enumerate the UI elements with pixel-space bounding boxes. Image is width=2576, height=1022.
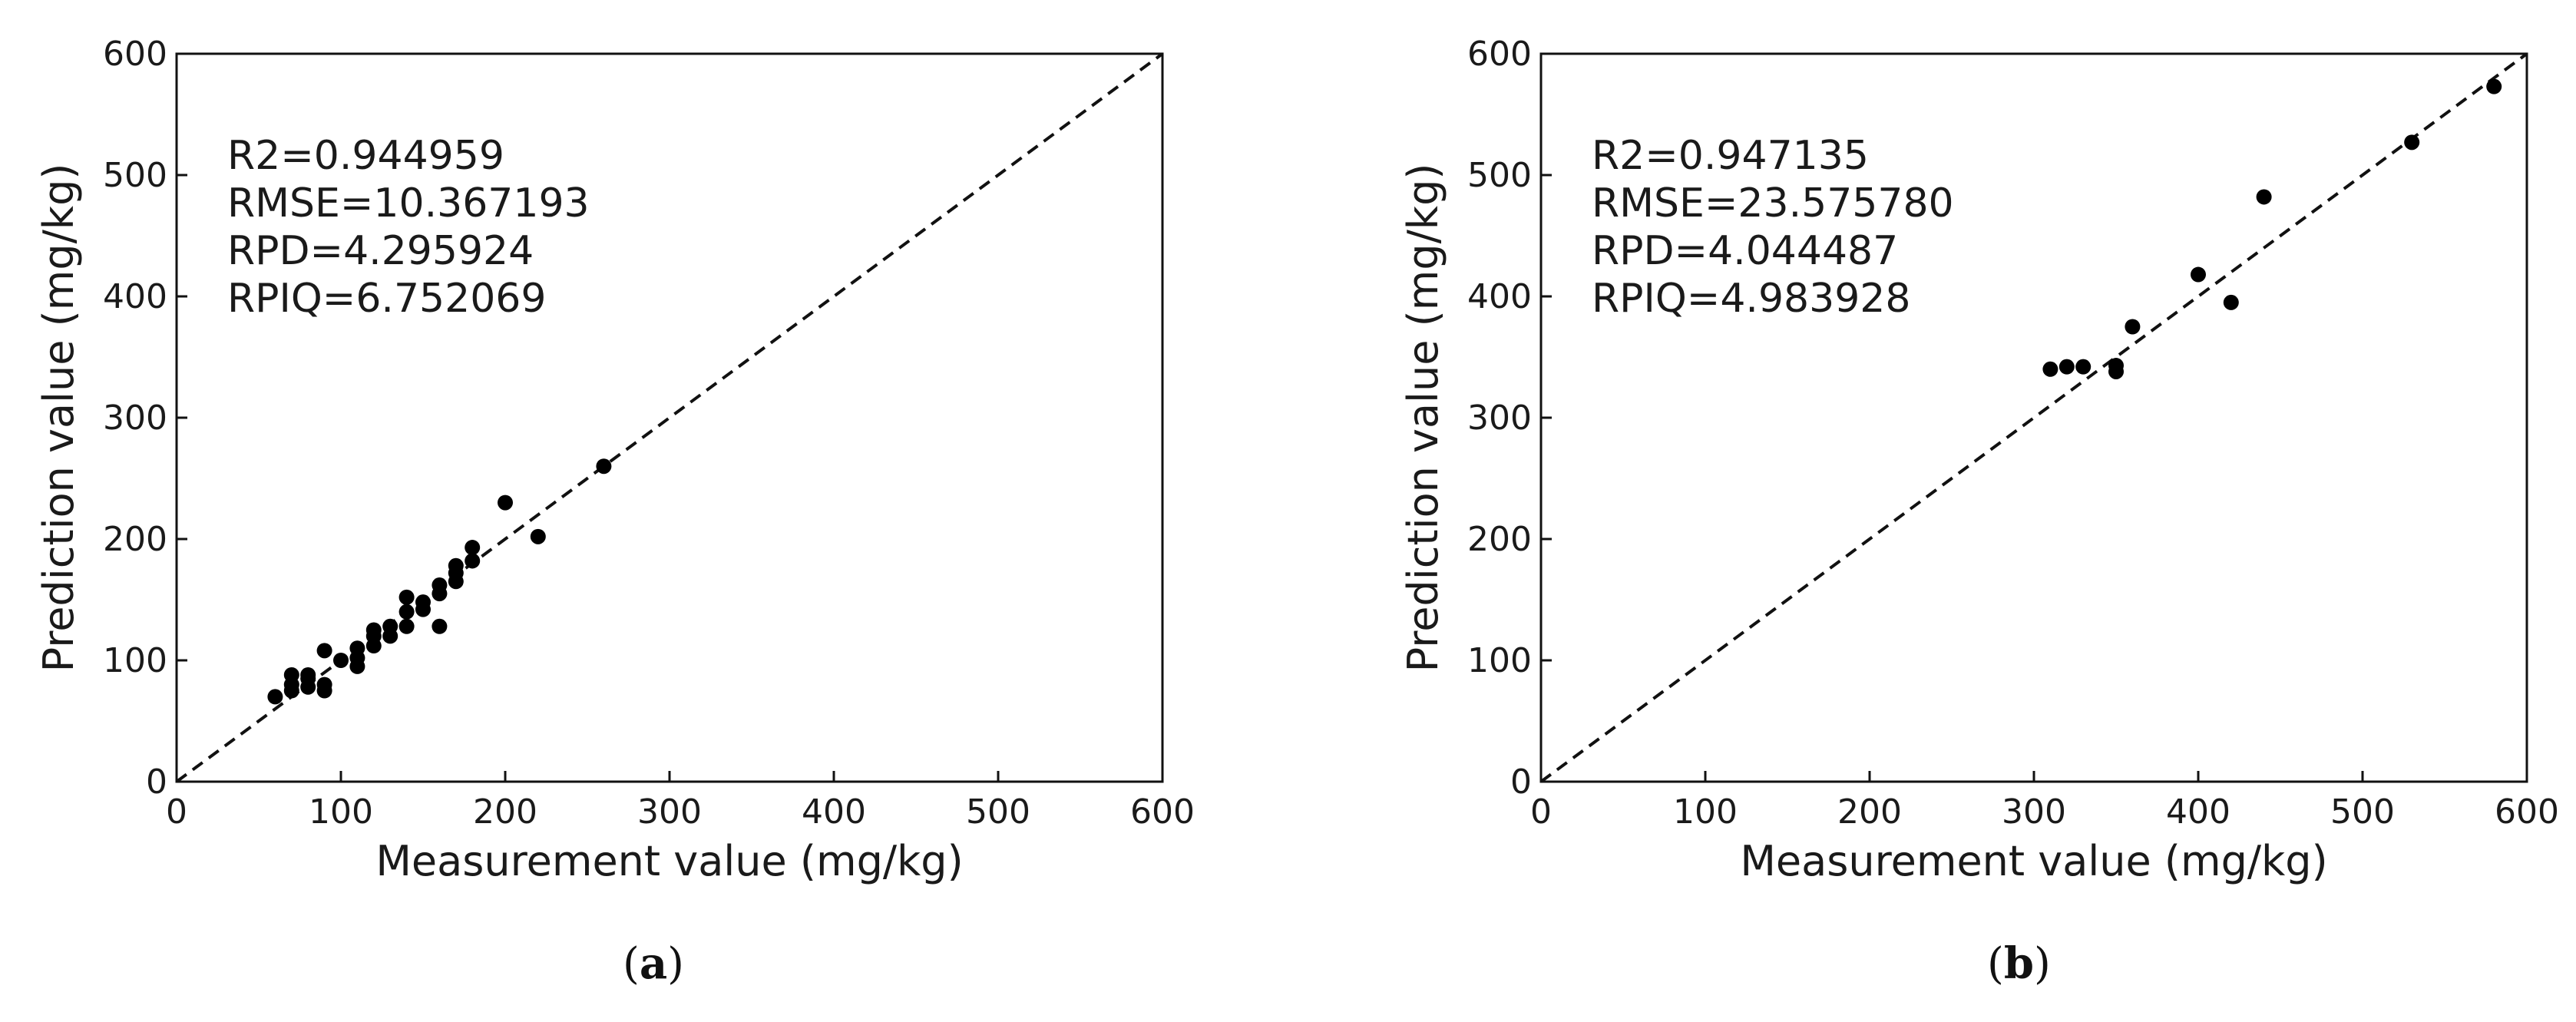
data-point-b — [2058, 359, 2075, 375]
x-tick-label-a: 200 — [473, 792, 537, 832]
data-point-a — [398, 604, 415, 620]
x-tick-label-a: 300 — [637, 792, 702, 832]
y-tick-label-b: 200 — [1467, 520, 1532, 559]
data-point-a — [283, 666, 299, 683]
x-tick-label-b: 100 — [1673, 792, 1738, 832]
data-point-a — [316, 676, 332, 693]
stat-line-a: R2=0.944959 — [227, 133, 504, 179]
x-axis-label-a: Measurement value (mg/kg) — [375, 837, 963, 885]
y-tick-label-b: 0 — [1510, 762, 1532, 802]
scatter-panel-b: 0 100 200 300 400 500 600 0 100 200 300 400 500 600 R2… — [1364, 0, 2576, 925]
data-point-b — [2404, 134, 2420, 150]
data-point-a — [349, 640, 365, 657]
data-point-a — [596, 458, 612, 475]
data-point-a — [300, 666, 316, 683]
data-point-a — [432, 618, 448, 634]
stat-line-a: RPD=4.295924 — [227, 228, 534, 274]
y-tick-label-a: 100 — [103, 641, 167, 680]
data-point-b — [2108, 358, 2124, 374]
reference-line-b — [1539, 52, 2528, 783]
x-tick-label-b: 600 — [2495, 792, 2559, 832]
x-axis-label-b: Measurement value (mg/kg) — [1740, 837, 2327, 885]
data-point-a — [398, 589, 415, 605]
y-tick-label-b: 100 — [1467, 641, 1532, 680]
x-tick-label-b: 200 — [1837, 792, 1902, 832]
caption-a-letter: a — [639, 938, 668, 989]
x-tick-label-b: 500 — [2330, 792, 2395, 832]
data-point-b — [2075, 359, 2092, 375]
caption-a: (a) — [623, 938, 685, 989]
data-point-a — [415, 594, 431, 610]
y-tick-label-a: 200 — [103, 520, 167, 559]
data-point-a — [465, 540, 481, 556]
data-point-a — [382, 618, 398, 634]
data-point-a — [365, 622, 382, 638]
caption-b: (b) — [1987, 938, 2051, 989]
x-tick-label-b: 300 — [2002, 792, 2066, 832]
stat-line-b: R2=0.947135 — [1592, 133, 1869, 179]
stat-line-b: RPIQ=4.983928 — [1592, 276, 1910, 322]
data-point-a — [398, 618, 415, 634]
y-tick-label-a: 300 — [103, 399, 167, 438]
x-tick-label-b: 400 — [2166, 792, 2230, 832]
y-tick-label-b: 600 — [1467, 35, 1532, 74]
data-point-b — [2486, 78, 2502, 94]
y-tick-label-a: 400 — [103, 277, 167, 316]
data-point-b — [2191, 266, 2206, 283]
data-point-a — [267, 689, 283, 705]
y-tick-label-b: 500 — [1467, 156, 1532, 195]
x-tick-label-a: 500 — [966, 792, 1030, 832]
stat-line-a: RMSE=10.367193 — [227, 180, 590, 227]
y-tick-label-b: 400 — [1467, 277, 1532, 316]
data-point-a — [432, 577, 448, 594]
data-point-b — [2256, 189, 2272, 205]
y-axis-label-b: Prediction value (mg/kg) — [1399, 164, 1447, 673]
data-point-b — [2223, 294, 2239, 310]
data-point-a — [530, 528, 546, 544]
scatter-panel-a: 0 100 200 300 400 500 600 0 100 200 300 400 500 600 R2… — [0, 0, 1212, 925]
data-point-a — [498, 494, 513, 511]
x-tick-label-a: 400 — [802, 792, 866, 832]
y-tick-label-a: 500 — [103, 156, 167, 195]
data-point-b — [2125, 319, 2141, 335]
x-tick-label-a: 600 — [1130, 792, 1195, 832]
data-point-a — [333, 653, 349, 668]
stat-line-b: RMSE=23.575780 — [1592, 180, 1954, 227]
stat-line-b: RPD=4.044487 — [1592, 228, 1898, 274]
x-tick-label-a: 100 — [309, 792, 373, 832]
data-point-a — [316, 643, 332, 659]
data-point-a — [465, 553, 481, 569]
y-axis-label-a: Prediction value (mg/kg) — [35, 164, 83, 673]
scatter-chart-a: 0 100 200 300 400 500 600 0 100 200 300 400 500 600 R2… — [35, 35, 1195, 885]
scatter-chart-b: 0 100 200 300 400 500 600 0 100 200 300 400 500 600 R2… — [1399, 35, 2559, 885]
y-tick-label-a: 0 — [146, 762, 167, 802]
caption-b-letter: b — [2003, 938, 2035, 989]
stat-line-a: RPIQ=6.752069 — [227, 276, 546, 322]
data-point-a — [448, 557, 464, 574]
y-tick-label-a: 600 — [103, 35, 167, 74]
y-tick-label-b: 300 — [1467, 399, 1532, 438]
x-tick-label-a: 0 — [166, 792, 187, 832]
data-point-b — [2042, 361, 2058, 377]
x-tick-label-b: 0 — [1530, 792, 1552, 832]
